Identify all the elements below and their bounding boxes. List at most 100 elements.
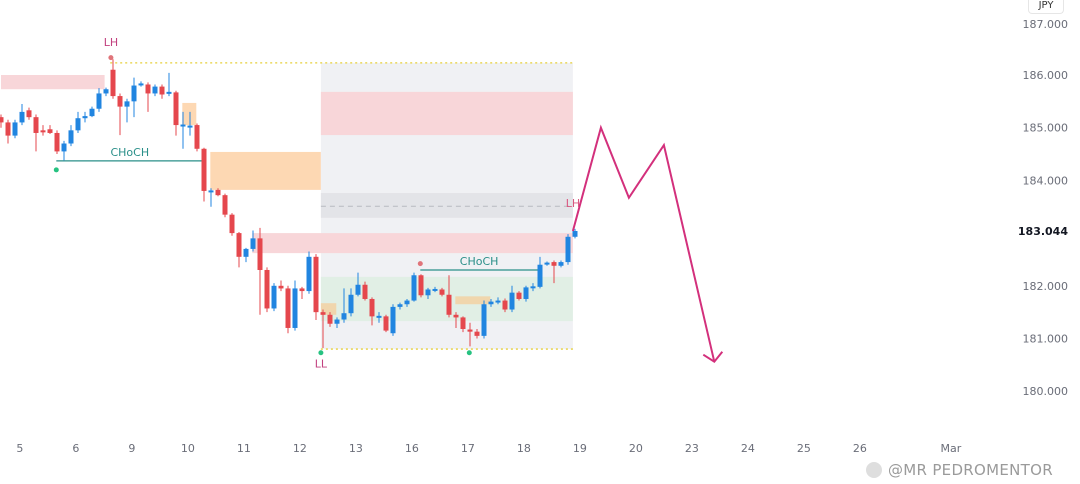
date-tick: 24	[741, 442, 755, 455]
date-tick: 6	[72, 442, 79, 455]
equilibrium-band	[320, 193, 573, 218]
candle-body	[47, 129, 53, 133]
candle-body	[187, 125, 193, 128]
candle-body	[488, 301, 494, 305]
date-tick: 13	[349, 442, 363, 455]
candle-body	[250, 238, 256, 249]
projection-path	[571, 124, 716, 362]
swing-marker	[417, 261, 423, 267]
date-tick: 23	[685, 442, 699, 455]
candle-body	[19, 111, 25, 123]
candle-body	[558, 262, 564, 266]
supply-zone-left	[1, 75, 105, 90]
candle-body	[110, 69, 116, 97]
candle-body	[5, 122, 11, 136]
watermark-text: @MR PEDROMENTOR	[888, 461, 1053, 479]
candle-body	[425, 289, 431, 296]
annotations-layer: CHoCH CHoCH LH LL LH	[53, 36, 724, 370]
candle-body	[180, 124, 186, 127]
orderblock-low-1	[320, 303, 337, 315]
candle-body	[544, 262, 550, 265]
choch-label: CHoCH	[110, 146, 149, 159]
candle-body	[208, 190, 214, 193]
watermark: @MR PEDROMENTOR	[866, 461, 1053, 479]
candle-body	[439, 289, 445, 295]
candle-body	[68, 130, 74, 144]
candle-body	[495, 300, 501, 303]
time-axis[interactable]: 5 6 9 10 11 12 13 16 17 18 19 20 23 24 25 26 Mar	[16, 442, 961, 455]
date-tick: 9	[128, 442, 135, 455]
date-tick: 26	[853, 442, 867, 455]
candle-body	[390, 306, 396, 334]
candle-body	[537, 264, 543, 287]
candle-body	[572, 230, 578, 237]
candle-body	[474, 331, 480, 336]
candle-body	[145, 84, 151, 94]
date-tick: 11	[237, 442, 251, 455]
candle-body	[306, 256, 312, 292]
current-price-label: 183.044	[1018, 225, 1068, 238]
candle-body	[54, 132, 60, 152]
candle-body	[453, 314, 459, 318]
price-tick: 181.000	[1023, 333, 1069, 346]
candle-body	[530, 286, 536, 289]
candle-body	[201, 148, 207, 191]
price-axis[interactable]: 187.000 186.000 185.000 184.000 182.000 181.0…	[1018, 18, 1068, 398]
candle-body	[61, 143, 67, 152]
date-tick: 5	[16, 442, 23, 455]
candle-body	[166, 91, 172, 94]
candle-body	[278, 285, 284, 289]
date-tick: 17	[461, 442, 475, 455]
candle-body	[82, 116, 88, 119]
candle-body	[481, 304, 487, 336]
candle-body	[467, 329, 473, 332]
candle-body	[327, 314, 333, 324]
candle-body	[404, 300, 410, 305]
candle-body	[117, 96, 123, 107]
candle-body	[362, 284, 368, 299]
candle-body	[285, 288, 291, 328]
price-tick: 180.000	[1023, 385, 1069, 398]
candle-body	[40, 130, 46, 133]
candle-body	[194, 125, 200, 149]
choch-label: CHoCH	[460, 255, 499, 268]
swing-marker	[53, 167, 59, 173]
candle-body	[229, 214, 235, 234]
price-tick: 186.000	[1023, 69, 1069, 82]
watermark-logo-icon	[866, 462, 882, 478]
candle-body	[565, 236, 571, 263]
candle-body	[75, 118, 81, 131]
candle-body	[33, 117, 39, 133]
candle-body	[257, 238, 263, 270]
price-tick: 185.000	[1023, 122, 1069, 135]
candle-body	[12, 122, 18, 136]
candle-body	[292, 288, 298, 328]
candle-body	[383, 316, 389, 331]
swing-marker	[466, 350, 472, 356]
candle-body	[313, 256, 319, 313]
arrowhead-icon	[702, 351, 724, 364]
candle-body	[222, 195, 228, 215]
date-tick: 20	[629, 442, 643, 455]
candle-body	[369, 298, 375, 317]
candle-body	[131, 85, 137, 102]
premium-zone	[320, 91, 573, 136]
candle-body	[502, 300, 508, 310]
orderblock-large	[210, 151, 321, 190]
currency-label[interactable]: JPY	[1028, 0, 1064, 14]
candle-body	[138, 83, 144, 86]
date-tick: 12	[293, 442, 307, 455]
candle-body	[236, 233, 242, 257]
candle-body	[446, 294, 452, 315]
candle-body	[299, 288, 305, 292]
candle-body	[516, 292, 522, 299]
date-tick: 19	[573, 442, 587, 455]
candle-body	[397, 304, 403, 307]
price-tick: 182.000	[1023, 280, 1069, 293]
candle-body	[271, 285, 277, 309]
date-tick: 16	[405, 442, 419, 455]
candle-body	[264, 269, 270, 309]
candle-body	[26, 110, 32, 118]
swing-label-lh: LH	[566, 197, 580, 210]
